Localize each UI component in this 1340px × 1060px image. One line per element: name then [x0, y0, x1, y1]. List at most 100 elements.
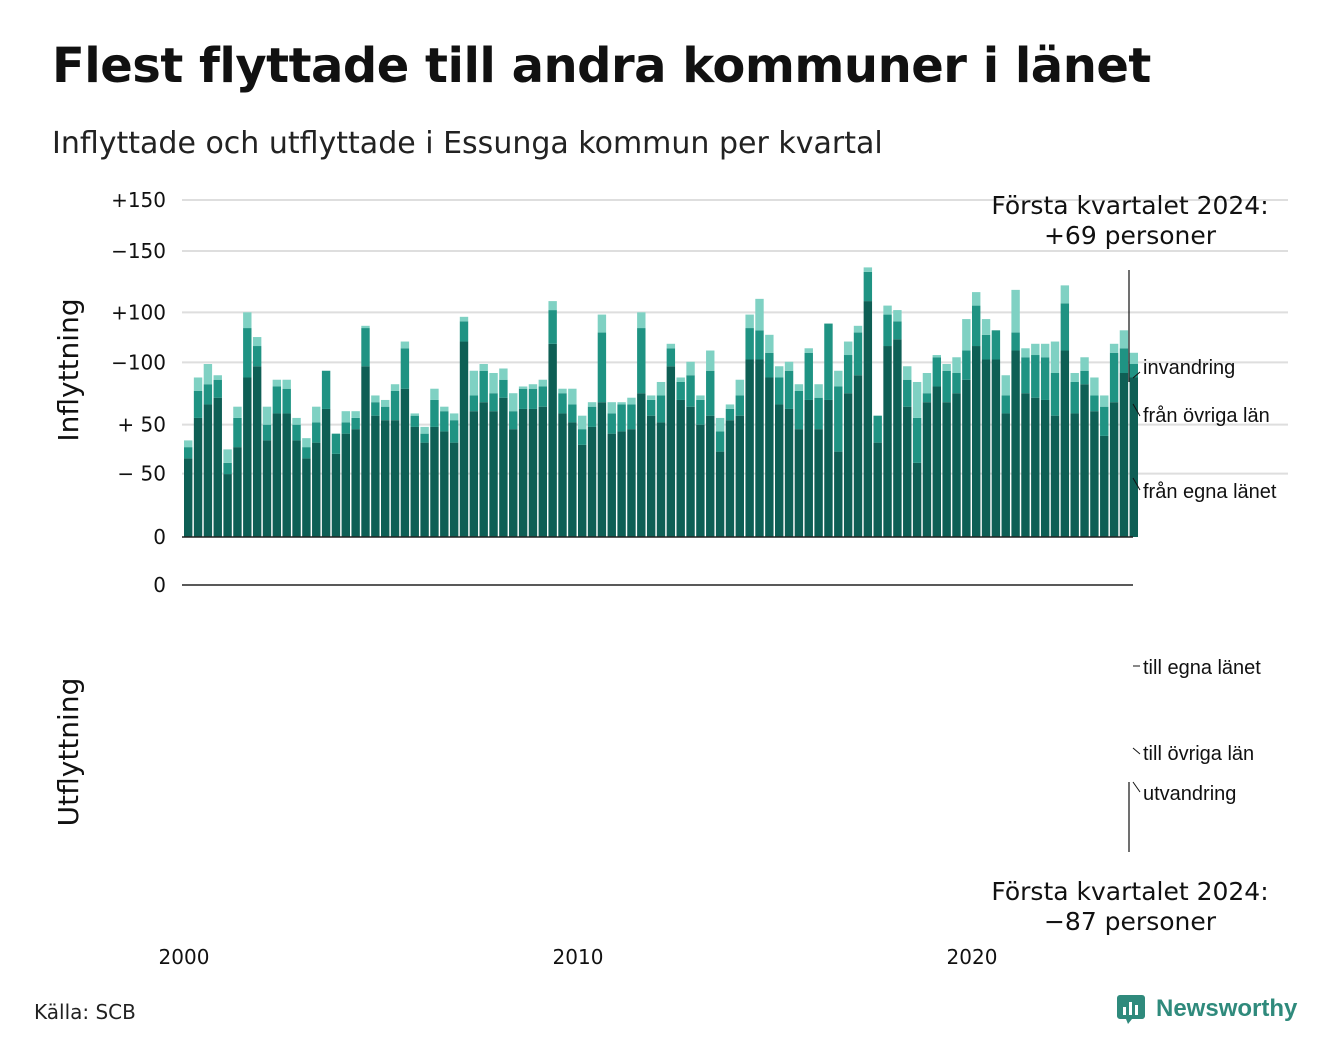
chart-subtitle: Inflyttade och utflyttade i Essunga komm… [52, 126, 883, 161]
bar-segment [952, 357, 961, 373]
x-tick-label: 2000 [159, 945, 210, 969]
bar-segment [696, 399, 705, 425]
bar-segment [193, 417, 203, 537]
bar-segment [252, 346, 262, 367]
bar-segment [1119, 372, 1129, 537]
bar-segment [518, 408, 528, 537]
bar-segment [942, 364, 951, 371]
bar-segment [932, 355, 941, 358]
bar-segment [578, 444, 587, 537]
bar-segment [853, 332, 863, 376]
bar-segment [252, 366, 262, 537]
bar-segment [528, 388, 538, 409]
bar-segment [883, 314, 892, 347]
bar-segment [341, 411, 350, 423]
bar-segment [479, 370, 488, 403]
bar-segment [696, 424, 705, 537]
axes: 0 + 50 +100 +150 0 − 50 −100 −150 2000 2010 2020 In… [52, 188, 1133, 969]
bar-segment [725, 420, 735, 537]
bar-segment [184, 447, 193, 459]
label-leader [1132, 371, 1141, 379]
bar-segment [223, 462, 232, 475]
bar-segment [390, 384, 400, 391]
bar-segment [548, 301, 557, 311]
bar-segment [1040, 399, 1050, 537]
bar-segment [794, 429, 804, 537]
bar-segment [666, 366, 676, 537]
bar-segment [617, 431, 626, 537]
bar-segment [775, 404, 784, 537]
bar-segment [538, 379, 547, 387]
bar-segment [469, 411, 479, 537]
brand-logo[interactable]: Newsworthy [1116, 994, 1297, 1024]
bar-segment [912, 381, 922, 418]
bar-segment [981, 319, 991, 335]
bar-segment [883, 346, 892, 537]
bar-segment [381, 420, 390, 537]
bar-segment [381, 399, 390, 407]
bar-segment [223, 474, 232, 537]
label-leader [1132, 747, 1141, 755]
bar-segment [903, 366, 912, 380]
bar-segment [499, 368, 508, 380]
bar-segment [804, 348, 813, 353]
bar-segment [637, 328, 646, 394]
bar-segment [292, 424, 301, 441]
bar-segment [361, 366, 370, 537]
bar-segment [863, 267, 873, 272]
bar-segment [361, 328, 370, 367]
bar-segment [193, 390, 203, 418]
bar-segment [853, 375, 863, 537]
bar-segment [715, 451, 725, 537]
bar-segment [1021, 348, 1030, 358]
bar-segment [745, 359, 754, 537]
bar-segment [459, 341, 469, 537]
bar-segment [509, 411, 518, 430]
bar-segment [499, 397, 508, 537]
bar-segment [706, 350, 715, 371]
series-label: invandring [1143, 357, 1235, 379]
bar-segment [1060, 285, 1070, 304]
bar-segment [282, 388, 291, 414]
y-tick-label: + 50 [117, 413, 166, 437]
bar-segment [676, 399, 685, 537]
bar-segment [528, 408, 538, 537]
bar-segment [1100, 406, 1109, 436]
bar-segment [834, 451, 843, 537]
y-tick-label: 0 [153, 573, 166, 597]
bar-segment [587, 426, 597, 537]
bar-segment [587, 402, 597, 407]
bar-segment [548, 343, 557, 537]
bar-segment [1040, 343, 1050, 358]
bar-segment [597, 402, 607, 537]
bar-segment [735, 379, 744, 396]
bar-segment [243, 377, 252, 537]
bar-segment [676, 377, 685, 382]
bar-segment [282, 413, 291, 537]
bar-segment [518, 386, 528, 389]
lower-callout-line1: Första kvartalet 2024: [991, 877, 1268, 906]
bar-segment [449, 413, 459, 421]
bar-segment [489, 372, 498, 394]
bar-segment [794, 384, 804, 391]
bar-segment [558, 413, 567, 537]
bar-segment [617, 402, 626, 405]
bar-segment [627, 429, 636, 537]
bar-segment [952, 372, 961, 394]
bar-segment [1090, 411, 1099, 537]
bar-segment [981, 334, 991, 360]
bar-segment [893, 339, 902, 537]
bar-segment [981, 359, 991, 537]
bar-segment [272, 413, 282, 537]
bar-segment [568, 388, 577, 405]
bar-segment [765, 352, 774, 378]
bar-segment [1070, 413, 1079, 537]
bar-segment [321, 370, 331, 409]
bar-segment [1050, 415, 1060, 537]
chart-title: Flest flyttade till andra kommuner i län… [52, 38, 1151, 94]
bar-segment [1011, 332, 1020, 351]
bar-segment [1060, 303, 1070, 351]
bar-segment [893, 310, 902, 322]
bar-segment [903, 379, 912, 407]
bar-segment [962, 379, 971, 537]
